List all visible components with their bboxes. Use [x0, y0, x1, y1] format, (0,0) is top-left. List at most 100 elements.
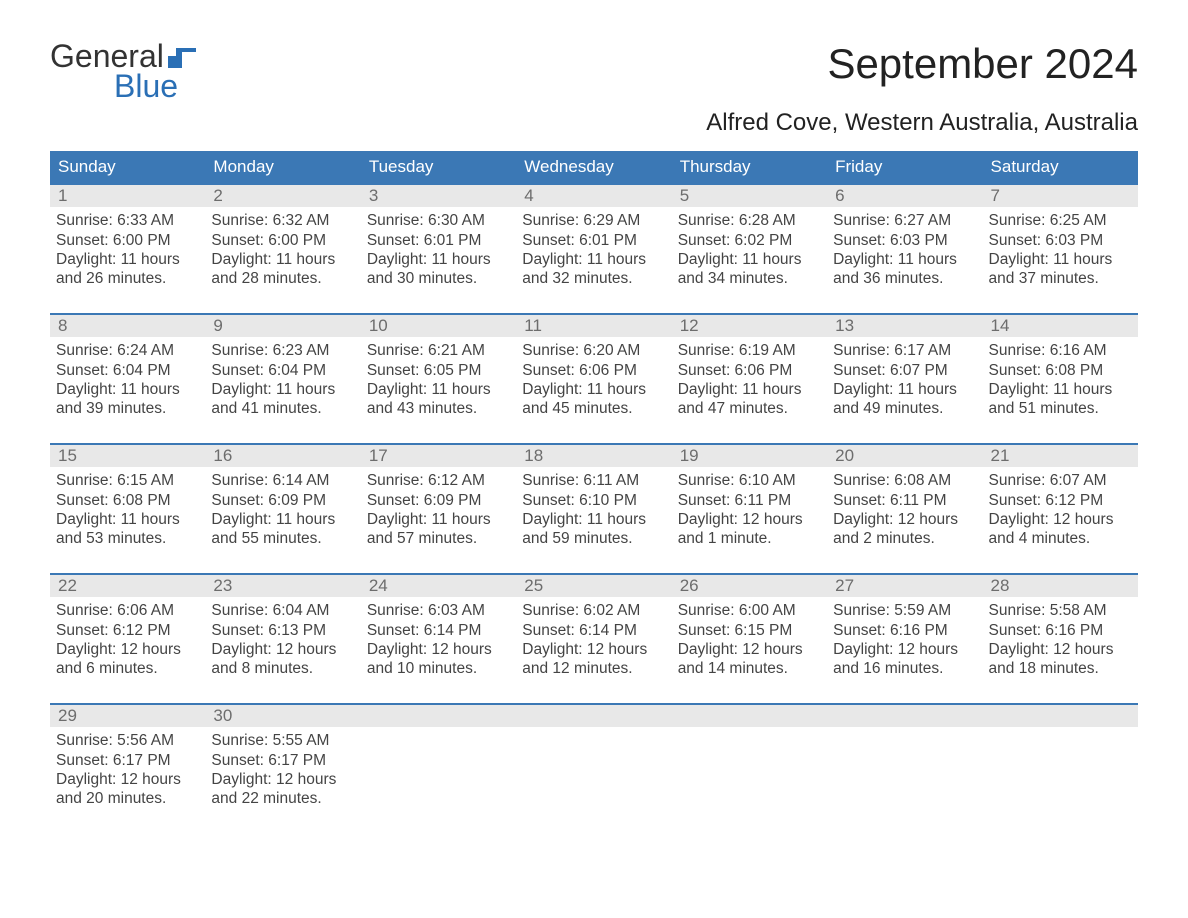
sunset-text: Sunset: 6:16 PM	[833, 621, 976, 640]
day-body	[361, 727, 516, 737]
day-number: 24	[361, 575, 516, 597]
day-number: 16	[205, 445, 360, 467]
day-body: Sunrise: 6:33 AMSunset: 6:00 PMDaylight:…	[50, 207, 205, 295]
daylight-text: Daylight: 11 hours and 49 minutes.	[833, 380, 976, 419]
calendar-cell: 18Sunrise: 6:11 AMSunset: 6:10 PMDayligh…	[516, 445, 671, 563]
sunrise-text: Sunrise: 6:10 AM	[678, 471, 821, 490]
sunrise-text: Sunrise: 6:32 AM	[211, 211, 354, 230]
sunrise-text: Sunrise: 6:23 AM	[211, 341, 354, 360]
daylight-text: Daylight: 12 hours and 1 minute.	[678, 510, 821, 549]
day-number: 15	[50, 445, 205, 467]
weekday-label: Wednesday	[516, 151, 671, 183]
weekday-label: Monday	[205, 151, 360, 183]
day-body: Sunrise: 5:59 AMSunset: 6:16 PMDaylight:…	[827, 597, 982, 685]
daylight-text: Daylight: 11 hours and 45 minutes.	[522, 380, 665, 419]
day-number: 4	[516, 185, 671, 207]
sunset-text: Sunset: 6:14 PM	[522, 621, 665, 640]
sunset-text: Sunset: 6:16 PM	[989, 621, 1132, 640]
weekday-label: Tuesday	[361, 151, 516, 183]
day-number: 23	[205, 575, 360, 597]
sunset-text: Sunset: 6:06 PM	[678, 361, 821, 380]
weekday-label: Sunday	[50, 151, 205, 183]
daylight-text: Daylight: 11 hours and 47 minutes.	[678, 380, 821, 419]
sunrise-text: Sunrise: 6:02 AM	[522, 601, 665, 620]
calendar-week: 29Sunrise: 5:56 AMSunset: 6:17 PMDayligh…	[50, 703, 1138, 823]
day-number	[516, 705, 671, 727]
sunset-text: Sunset: 6:12 PM	[989, 491, 1132, 510]
day-body: Sunrise: 6:29 AMSunset: 6:01 PMDaylight:…	[516, 207, 671, 295]
calendar-grid: 1Sunrise: 6:33 AMSunset: 6:00 PMDaylight…	[50, 183, 1138, 823]
sunset-text: Sunset: 6:05 PM	[367, 361, 510, 380]
sunset-text: Sunset: 6:08 PM	[56, 491, 199, 510]
day-body: Sunrise: 6:17 AMSunset: 6:07 PMDaylight:…	[827, 337, 982, 425]
calendar-cell: 19Sunrise: 6:10 AMSunset: 6:11 PMDayligh…	[672, 445, 827, 563]
sunset-text: Sunset: 6:10 PM	[522, 491, 665, 510]
location-subtitle: Alfred Cove, Western Australia, Australi…	[50, 109, 1138, 137]
day-body	[983, 727, 1138, 737]
day-body: Sunrise: 6:19 AMSunset: 6:06 PMDaylight:…	[672, 337, 827, 425]
calendar-cell	[983, 705, 1138, 823]
sunset-text: Sunset: 6:01 PM	[367, 231, 510, 250]
day-number: 13	[827, 315, 982, 337]
sunrise-text: Sunrise: 6:25 AM	[989, 211, 1132, 230]
day-number: 1	[50, 185, 205, 207]
day-number: 30	[205, 705, 360, 727]
day-number: 25	[516, 575, 671, 597]
daylight-text: Daylight: 11 hours and 59 minutes.	[522, 510, 665, 549]
logo: General Blue	[50, 40, 196, 103]
day-body	[827, 727, 982, 737]
day-number: 27	[827, 575, 982, 597]
sunrise-text: Sunrise: 6:16 AM	[989, 341, 1132, 360]
daylight-text: Daylight: 11 hours and 34 minutes.	[678, 250, 821, 289]
daylight-text: Daylight: 11 hours and 32 minutes.	[522, 250, 665, 289]
calendar-cell: 3Sunrise: 6:30 AMSunset: 6:01 PMDaylight…	[361, 185, 516, 303]
day-body	[516, 727, 671, 737]
sunrise-text: Sunrise: 6:07 AM	[989, 471, 1132, 490]
calendar-cell: 20Sunrise: 6:08 AMSunset: 6:11 PMDayligh…	[827, 445, 982, 563]
day-body: Sunrise: 6:14 AMSunset: 6:09 PMDaylight:…	[205, 467, 360, 555]
calendar-week: 1Sunrise: 6:33 AMSunset: 6:00 PMDaylight…	[50, 183, 1138, 303]
sunset-text: Sunset: 6:17 PM	[56, 751, 199, 770]
weekday-label: Saturday	[983, 151, 1138, 183]
daylight-text: Daylight: 12 hours and 6 minutes.	[56, 640, 199, 679]
day-body: Sunrise: 6:27 AMSunset: 6:03 PMDaylight:…	[827, 207, 982, 295]
daylight-text: Daylight: 11 hours and 55 minutes.	[211, 510, 354, 549]
sunrise-text: Sunrise: 6:30 AM	[367, 211, 510, 230]
calendar-cell	[516, 705, 671, 823]
sunset-text: Sunset: 6:17 PM	[211, 751, 354, 770]
calendar-week: 8Sunrise: 6:24 AMSunset: 6:04 PMDaylight…	[50, 313, 1138, 433]
day-number	[672, 705, 827, 727]
weekday-header: Sunday Monday Tuesday Wednesday Thursday…	[50, 151, 1138, 183]
sunrise-text: Sunrise: 5:56 AM	[56, 731, 199, 750]
day-body: Sunrise: 6:08 AMSunset: 6:11 PMDaylight:…	[827, 467, 982, 555]
daylight-text: Daylight: 12 hours and 8 minutes.	[211, 640, 354, 679]
sunrise-text: Sunrise: 6:04 AM	[211, 601, 354, 620]
daylight-text: Daylight: 11 hours and 51 minutes.	[989, 380, 1132, 419]
page-title: September 2024	[827, 40, 1138, 88]
day-body: Sunrise: 6:00 AMSunset: 6:15 PMDaylight:…	[672, 597, 827, 685]
day-number: 2	[205, 185, 360, 207]
day-body: Sunrise: 6:30 AMSunset: 6:01 PMDaylight:…	[361, 207, 516, 295]
day-number: 18	[516, 445, 671, 467]
daylight-text: Daylight: 11 hours and 36 minutes.	[833, 250, 976, 289]
sunset-text: Sunset: 6:15 PM	[678, 621, 821, 640]
calendar-cell: 10Sunrise: 6:21 AMSunset: 6:05 PMDayligh…	[361, 315, 516, 433]
calendar-cell: 1Sunrise: 6:33 AMSunset: 6:00 PMDaylight…	[50, 185, 205, 303]
day-number: 5	[672, 185, 827, 207]
day-number: 19	[672, 445, 827, 467]
calendar-cell: 6Sunrise: 6:27 AMSunset: 6:03 PMDaylight…	[827, 185, 982, 303]
calendar-cell: 15Sunrise: 6:15 AMSunset: 6:08 PMDayligh…	[50, 445, 205, 563]
day-body: Sunrise: 6:32 AMSunset: 6:00 PMDaylight:…	[205, 207, 360, 295]
sunset-text: Sunset: 6:08 PM	[989, 361, 1132, 380]
weekday-label: Thursday	[672, 151, 827, 183]
sunrise-text: Sunrise: 6:15 AM	[56, 471, 199, 490]
daylight-text: Daylight: 12 hours and 16 minutes.	[833, 640, 976, 679]
sunrise-text: Sunrise: 6:17 AM	[833, 341, 976, 360]
day-number: 20	[827, 445, 982, 467]
calendar-cell: 23Sunrise: 6:04 AMSunset: 6:13 PMDayligh…	[205, 575, 360, 693]
daylight-text: Daylight: 11 hours and 28 minutes.	[211, 250, 354, 289]
calendar-cell: 13Sunrise: 6:17 AMSunset: 6:07 PMDayligh…	[827, 315, 982, 433]
day-body: Sunrise: 6:25 AMSunset: 6:03 PMDaylight:…	[983, 207, 1138, 295]
calendar-cell: 21Sunrise: 6:07 AMSunset: 6:12 PMDayligh…	[983, 445, 1138, 563]
daylight-text: Daylight: 11 hours and 57 minutes.	[367, 510, 510, 549]
